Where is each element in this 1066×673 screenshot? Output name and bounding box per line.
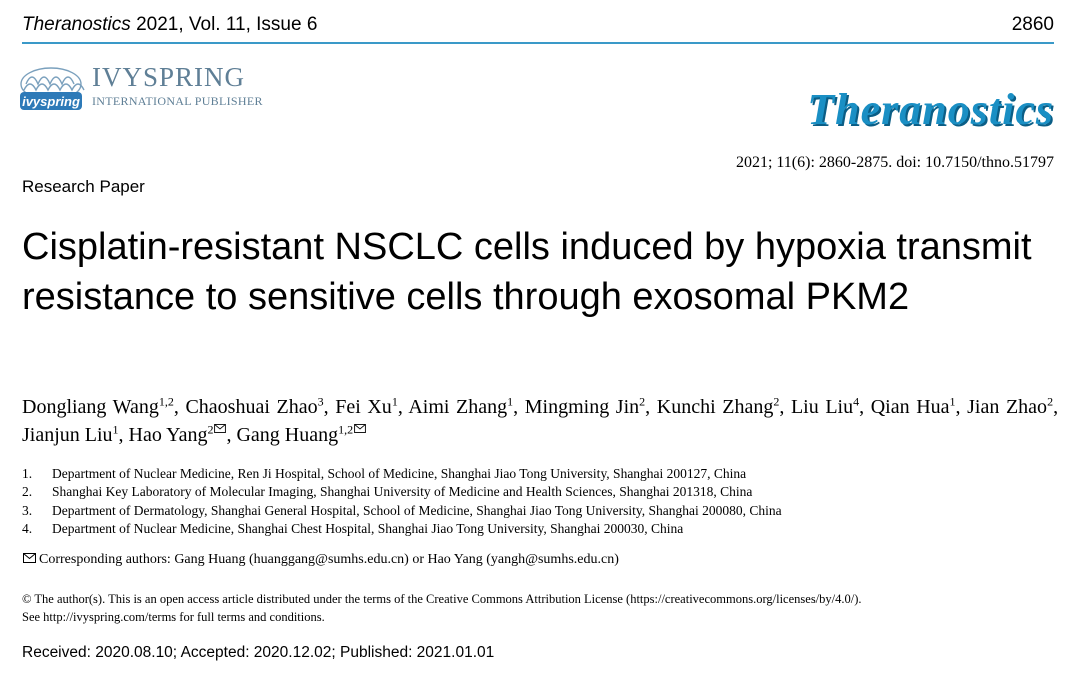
author: Dongliang Wang1,2: [22, 394, 174, 418]
author-affiliation-mark: 2: [773, 394, 780, 409]
author-name: Mingming Jin: [524, 396, 640, 418]
license-line-2: See http://ivyspring.com/terms for full …: [22, 610, 325, 624]
affiliation-number: 3.: [22, 502, 33, 518]
ivyspring-logo-icon: ivyspring: [20, 67, 85, 110]
journal-volume-line: Theranostics 2021, Vol. 11, Issue 6: [22, 14, 317, 36]
affiliation-item: 2. Shanghai Key Laboratory of Molecular I…: [22, 483, 782, 501]
author: Qian Hua1: [870, 394, 956, 418]
affiliation-text: Department of Dermatology, Shanghai Gene…: [52, 502, 782, 518]
author-affiliation-mark: 1: [507, 394, 514, 409]
author-name: Liu Liu: [790, 396, 854, 418]
author-list: Dongliang Wang1,2, Chaoshuai Zhao3, Fei …: [22, 394, 1059, 446]
author: Liu Liu4: [790, 394, 860, 418]
license-line-1: © The author(s). This is an open access …: [22, 592, 862, 606]
author: Mingming Jin2: [524, 394, 646, 418]
page-number: 2860: [1011, 14, 1054, 35]
affiliation-item: 3. Department of Dermatology, Shanghai Ge…: [22, 502, 782, 520]
article-type: Research Paper: [22, 177, 145, 196]
author-name: Gang Huang: [236, 424, 339, 446]
author: Jianjun Liu1: [22, 422, 119, 446]
mail-icon: [214, 424, 227, 434]
license-statement: © The author(s). This is an open access …: [22, 590, 862, 626]
author-affiliation-mark: 1: [112, 422, 119, 437]
author-name: Kunchi Zhang: [656, 396, 774, 418]
author-name: Jianjun Liu: [22, 424, 113, 446]
author: Fei Xu1: [335, 394, 398, 418]
author-name: Fei Xu: [335, 396, 392, 418]
author: Aimi Zhang1: [408, 394, 514, 418]
publisher-subtitle: INTERNATIONAL PUBLISHER: [92, 94, 263, 108]
author-affiliation-mark: 1,2: [158, 394, 174, 409]
affiliation-number: 4.: [22, 520, 33, 536]
author-affiliation-mark: 1,2: [338, 422, 354, 437]
author: Jian Zhao2: [967, 394, 1054, 418]
author-affiliation-mark: 2: [639, 394, 646, 409]
author-name: Qian Hua: [870, 396, 950, 418]
author: Hao Yang2: [128, 422, 227, 446]
author-name: Chaoshuai Zhao: [185, 396, 318, 418]
corresponding-authors: Corresponding authors: Gang Huang (huang…: [22, 552, 619, 568]
logo-text: ivyspring: [22, 94, 80, 109]
author: Chaoshuai Zhao3: [185, 394, 324, 418]
affiliation-list: 1. Department of Nuclear Medicine, Ren Ji…: [22, 465, 782, 538]
publisher-name: IVYSPRING: [92, 62, 246, 92]
journal-brand-logo: Theranostics: [807, 85, 1054, 134]
affiliation-item: 4. Department of Nuclear Medicine, Shangh…: [22, 520, 782, 538]
author: Kunchi Zhang2: [656, 394, 780, 418]
article-title: Cisplatin-resistant NSCLC cells induced …: [22, 226, 1032, 318]
mail-icon: [354, 424, 366, 434]
author-affiliation-mark: 3: [317, 394, 324, 409]
affiliation-text: Department of Nuclear Medicine, Ren Ji H…: [52, 466, 747, 481]
citation-doi: 2021; 11(6): 2860-2875. doi: 10.7150/thn…: [735, 154, 1054, 171]
author-affiliation-mark: 4: [853, 394, 860, 409]
volume-info: 2021, Vol. 11, Issue 6: [136, 14, 318, 35]
author-affiliation-mark: 2: [207, 422, 214, 437]
author-name: Jian Zhao: [967, 396, 1048, 418]
author-name: Dongliang Wang: [22, 396, 159, 418]
author-affiliation-mark: 2: [1047, 394, 1054, 409]
affiliation-text: Department of Nuclear Medicine, Shanghai…: [52, 520, 684, 536]
affiliation-item: 1. Department of Nuclear Medicine, Ren Ji…: [22, 465, 782, 483]
journal-name: Theranostics: [22, 14, 131, 35]
author-name: Hao Yang: [128, 424, 208, 446]
article-dates: Received: 2020.08.10; Accepted: 2020.12.…: [22, 644, 495, 661]
header-rule: [22, 42, 1054, 44]
author-affiliation-mark: 1: [949, 394, 956, 409]
author-affiliation-mark: 1: [391, 394, 398, 409]
author-name: Aimi Zhang: [408, 396, 508, 418]
affiliation-number: 2.: [22, 484, 33, 500]
affiliation-number: 1.: [22, 466, 33, 481]
affiliation-text: Shanghai Key Laboratory of Molecular Ima…: [52, 484, 753, 500]
author: Gang Huang1,2: [236, 422, 366, 446]
mail-icon: [23, 553, 36, 563]
corresponding-text: Corresponding authors: Gang Huang (huang…: [39, 552, 619, 567]
